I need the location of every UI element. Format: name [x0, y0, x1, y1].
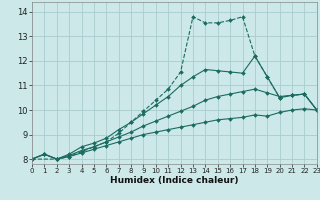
X-axis label: Humidex (Indice chaleur): Humidex (Indice chaleur): [110, 176, 239, 185]
